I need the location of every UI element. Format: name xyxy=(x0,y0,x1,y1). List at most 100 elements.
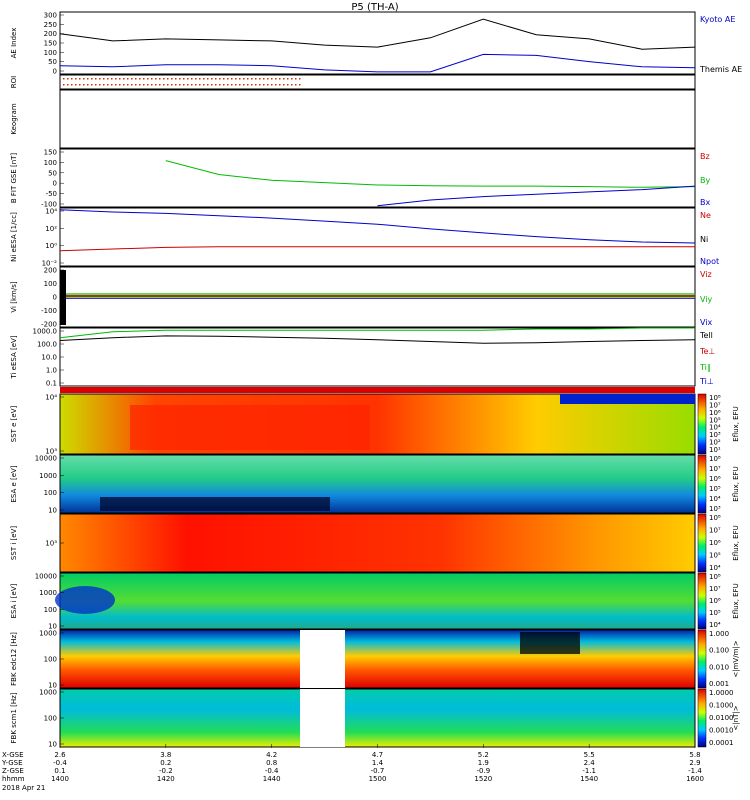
bfit-panel xyxy=(59,148,696,208)
roi-dot xyxy=(95,78,97,80)
sst_e-colorbar-tick: 10⁷ xyxy=(709,401,721,409)
ti-legend-Ti⊥: Ti⊥ xyxy=(699,377,714,386)
esa-e-colorbar xyxy=(697,454,707,514)
ti-tick-label: 0.1 xyxy=(46,380,57,388)
roi-dot xyxy=(147,84,149,86)
fbk_e-tick-label: 100 xyxy=(44,656,57,664)
bfit-tick-label: -100 xyxy=(41,201,57,209)
ephemeris-label-hhmm: hhmm xyxy=(2,775,25,783)
vi-band xyxy=(60,270,695,325)
roi-dot xyxy=(259,84,261,86)
sst-e-peak xyxy=(130,405,370,450)
bfit-ylabel: B FIT GSE [nT] xyxy=(10,153,18,204)
roi-dot xyxy=(195,84,197,86)
roi-dot xyxy=(167,84,169,86)
roi-dot xyxy=(203,78,205,80)
roi-dot xyxy=(227,78,229,80)
esa_e-ylabel: ESA e [eV] xyxy=(10,465,18,502)
ni-tick-label: 10⁰ xyxy=(45,242,57,250)
fbk_e-ylabel: FBK edc12 [Hz] xyxy=(10,632,18,686)
roi-dot xyxy=(195,78,197,80)
ni-legend-Npot: Npot xyxy=(700,257,719,266)
fbk-e-gap xyxy=(300,630,345,688)
roi-dot xyxy=(275,78,277,80)
esa_e-colorbar-tick: 10⁶ xyxy=(709,475,721,483)
plot-date: 2018 Apr 21 xyxy=(2,784,45,792)
esa_e-tick-label: 10 xyxy=(48,507,57,515)
roi-dot xyxy=(187,78,189,80)
fbk-b-spectrogram xyxy=(59,688,696,748)
series-by-line xyxy=(165,160,696,188)
roi-dot xyxy=(91,78,93,80)
time-tick-label: 1520 xyxy=(474,775,492,783)
roi-dot xyxy=(211,84,213,86)
roi-dot xyxy=(67,78,69,80)
roi-dot xyxy=(143,84,145,86)
ae-tick-label: 100 xyxy=(44,49,57,57)
sst_i-ylabel: SST i [eV] xyxy=(10,526,18,560)
fbk-e-dark-band xyxy=(520,632,580,654)
roi-dot xyxy=(191,84,193,86)
ni-ylabel: Ni eESA [1/cc] xyxy=(10,212,18,262)
roi-dot xyxy=(135,78,137,80)
fbk_b-colorbar-label: <|nT|> xyxy=(732,705,740,730)
ae-ylabel: AE Index xyxy=(10,28,18,59)
roi-dot xyxy=(243,84,245,86)
bfit-legend-By: By xyxy=(700,176,710,185)
fbk_e-tick-label: 10 xyxy=(48,682,57,690)
z-gse-value: -0.4 xyxy=(265,767,279,775)
ae-legend-Kyoto AE: Kyoto AE xyxy=(700,15,735,24)
roi-dot xyxy=(87,78,89,80)
roi-dot xyxy=(199,78,201,80)
roi-dot xyxy=(155,78,157,80)
roi-dot xyxy=(179,78,181,80)
roi-dot xyxy=(183,84,185,86)
roi-dot xyxy=(143,78,145,80)
esa-i-spectrogram xyxy=(59,572,696,630)
roi-dot xyxy=(75,84,77,86)
roi-dot xyxy=(83,84,85,86)
ni-tick-label: 10² xyxy=(45,225,57,233)
line-series xyxy=(59,18,696,344)
roi-dot xyxy=(111,84,113,86)
roi-dot xyxy=(79,78,81,80)
sst-i-spectrogram xyxy=(59,513,696,573)
series-bx-line xyxy=(377,185,696,207)
z-gse-value: -0.9 xyxy=(476,767,490,775)
ae-tick-label: 150 xyxy=(44,40,57,48)
roi-dot xyxy=(287,78,289,80)
roi-dot xyxy=(67,84,69,86)
ae-legend-Themis AE: Themis AE xyxy=(699,65,742,74)
bfit-tick-label: 0 xyxy=(53,180,57,188)
vi-legend-Viy: Viy xyxy=(700,295,713,304)
ephemeris-label-Y-GSE: Y-GSE xyxy=(1,759,23,767)
roi-dot xyxy=(291,78,293,80)
y-gse-value: 1.9 xyxy=(478,759,489,767)
roi-dot xyxy=(271,84,273,86)
sst_e-tick-label: 10³ xyxy=(45,448,57,456)
esa_i-tick-label: 100 xyxy=(44,606,57,614)
roi-dot xyxy=(95,84,97,86)
roi-dot xyxy=(219,84,221,86)
roi-dot xyxy=(79,84,81,86)
time-tick-label: 1420 xyxy=(157,775,175,783)
vi-legend-Vix: Vix xyxy=(700,318,713,327)
roi-dot xyxy=(251,78,253,80)
roi-dot xyxy=(163,78,165,80)
series-themisae-line xyxy=(59,18,696,50)
roi-dot xyxy=(239,84,241,86)
roi-dot xyxy=(63,78,65,80)
roi-dot xyxy=(223,84,225,86)
roi-dot xyxy=(175,78,177,80)
ae-tick-label: 250 xyxy=(44,21,57,29)
fbk-b-colorbar xyxy=(697,688,707,748)
roi-dot xyxy=(243,78,245,80)
bfit-tick-label: 150 xyxy=(44,149,57,157)
ni-tick-label: 10⁻² xyxy=(42,260,58,268)
roi-dot xyxy=(231,84,233,86)
keogram-panel xyxy=(59,89,696,149)
ti-legend-Tell: Tell xyxy=(699,331,713,340)
roi-dot xyxy=(211,78,213,80)
esa_e-tick-label: 1000 xyxy=(39,472,57,480)
roi-dot xyxy=(123,84,125,86)
